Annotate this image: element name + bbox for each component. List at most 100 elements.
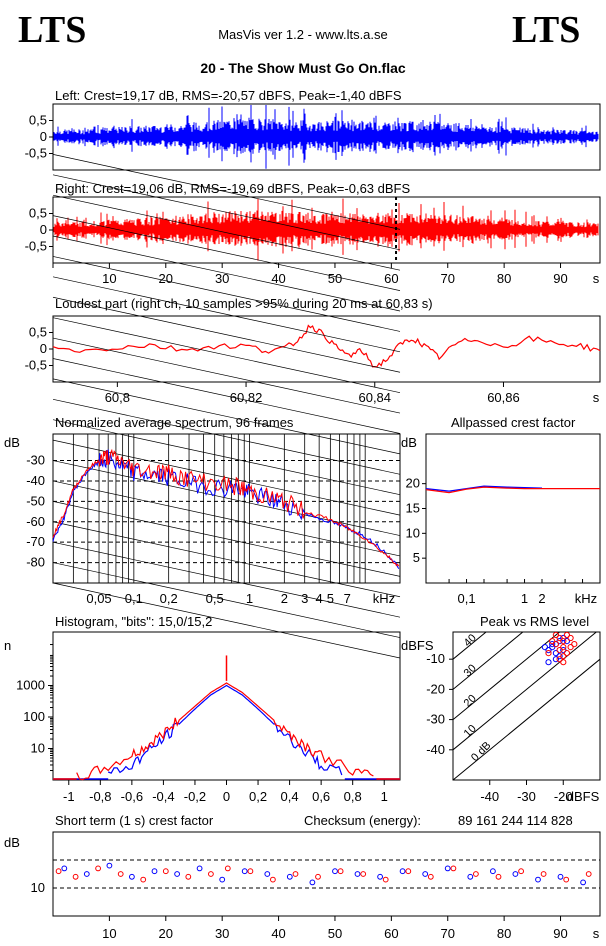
waveform-title: Left: Crest=19,17 dB, RMS=-20,57 dBFS, P… xyxy=(55,88,402,103)
x-tick-label: 1 xyxy=(246,591,253,606)
short-crest-point xyxy=(83,871,90,877)
spectrum-frame xyxy=(52,433,401,584)
x-tick-label: 80 xyxy=(497,926,511,941)
short-crest-point xyxy=(427,873,434,880)
short-crest-point xyxy=(473,871,479,877)
y-tick-label: -40 xyxy=(426,742,445,757)
x-tick-label: 0,8 xyxy=(344,789,362,804)
peak-rms-point xyxy=(549,644,556,651)
x-tick-label: 50 xyxy=(328,271,342,286)
slope-line xyxy=(52,582,401,659)
slope-line xyxy=(52,154,401,230)
short-crest-point xyxy=(337,868,344,875)
peak-rms-point xyxy=(567,634,574,642)
slope-line xyxy=(52,541,401,618)
peak-rms-point xyxy=(567,644,574,651)
short-crest-point xyxy=(61,865,68,872)
short-crest-point xyxy=(563,876,570,883)
x-unit-label: kHz xyxy=(373,591,395,606)
diagonal-label: 30 xyxy=(462,662,479,679)
short-crest-point xyxy=(196,865,203,872)
short-crest-point xyxy=(332,868,338,875)
short-crest-point xyxy=(106,862,113,869)
y-axis-label: dB xyxy=(401,435,417,450)
short-crest-point xyxy=(377,873,384,880)
x-tick-label: 10 xyxy=(102,926,116,941)
short-crest-frame xyxy=(52,831,601,917)
y-tick-label: 0,5 xyxy=(29,206,47,221)
x-tick-label: 70 xyxy=(441,271,455,286)
y-axis-label: dB xyxy=(4,435,20,450)
short-crest-point xyxy=(140,876,147,883)
waveform-trace xyxy=(53,198,599,261)
x-tick-label: 0,6 xyxy=(312,789,330,804)
y-axis-label: dBFS xyxy=(401,638,434,653)
y-tick-label: 100 xyxy=(23,709,45,724)
y-tick-label: 10 xyxy=(406,525,420,540)
slope-line xyxy=(52,480,401,557)
histogram-series xyxy=(107,684,343,776)
x-tick-label: 80 xyxy=(497,271,511,286)
short-crest-point xyxy=(382,876,389,883)
spectrum-title: Normalized average spectrum, 96 frames xyxy=(55,415,294,430)
peak-rms-point xyxy=(545,647,552,654)
y-tick-label: -50 xyxy=(26,493,45,508)
slope-line xyxy=(52,337,401,414)
y-tick-label: -10 xyxy=(426,651,445,666)
short-crest-point xyxy=(450,865,457,872)
diagonal-label: 20 xyxy=(462,693,479,710)
x-tick-label: 7 xyxy=(344,591,351,606)
short-crest-point xyxy=(518,868,524,875)
short-crest-point xyxy=(247,868,254,875)
slope-line xyxy=(52,501,401,577)
x-tick-label: -0,4 xyxy=(152,789,174,804)
loudest-title: Loudest part (right ch, 10 samples >95% … xyxy=(55,296,433,311)
short-crest-point xyxy=(557,873,564,880)
x-tick-label: 0,5 xyxy=(206,591,224,606)
y-tick-label: 20 xyxy=(406,476,420,491)
peak-rms-point xyxy=(541,644,549,651)
peak-rms-point xyxy=(545,659,552,666)
slope-line xyxy=(52,521,401,598)
peak-rms-point xyxy=(563,650,571,657)
short-crest-point xyxy=(264,871,271,877)
y-tick-label: -30 xyxy=(426,712,445,727)
app-version: MasVis ver 1.2 - www.lts.a.se xyxy=(218,27,388,42)
y-tick-label: -80 xyxy=(26,555,45,570)
short-crest-point xyxy=(241,868,248,875)
x-tick-label: -0,6 xyxy=(121,789,143,804)
x-tick-label: 20 xyxy=(159,271,173,286)
short-crest-point xyxy=(55,868,62,875)
slope-line xyxy=(52,398,401,475)
y-tick-label: -30 xyxy=(26,453,45,468)
short-crest-point xyxy=(95,865,101,872)
short-crest-point xyxy=(580,879,586,886)
x-tick-label: -1 xyxy=(63,789,75,804)
slope-line xyxy=(52,378,401,455)
y-axis-label: dB xyxy=(4,835,20,850)
short-crest-point xyxy=(360,871,367,877)
peak-rms-point xyxy=(560,644,567,651)
y-tick-label: -20 xyxy=(426,681,445,696)
short-crest-point xyxy=(490,868,496,875)
slope-line xyxy=(52,256,401,332)
y-tick-label: -0,5 xyxy=(25,239,47,254)
waveform-title: Right: Crest=19,06 dB, RMS=-19,69 dBFS, … xyxy=(55,181,410,196)
peak-rms-diagonals: 40 30 20 100 dB xyxy=(453,632,600,780)
peak-rms-point xyxy=(556,634,563,642)
histogram-frame xyxy=(52,631,401,781)
crest-diagonal xyxy=(453,632,487,660)
x-tick-label: 0,05 xyxy=(86,591,111,606)
short-crest-point xyxy=(72,873,79,880)
x-tick-label: 0,2 xyxy=(249,789,267,804)
short-crest-point xyxy=(405,868,412,875)
slope-line xyxy=(52,419,401,496)
peak-rms-point xyxy=(549,638,556,645)
crest-diagonal xyxy=(453,632,524,691)
x-tick-label: 60 xyxy=(384,926,398,941)
x-tick-label: 2 xyxy=(281,591,288,606)
peak-rms-point xyxy=(560,659,567,666)
short-crest-point xyxy=(292,871,299,877)
slope-line xyxy=(52,276,401,353)
